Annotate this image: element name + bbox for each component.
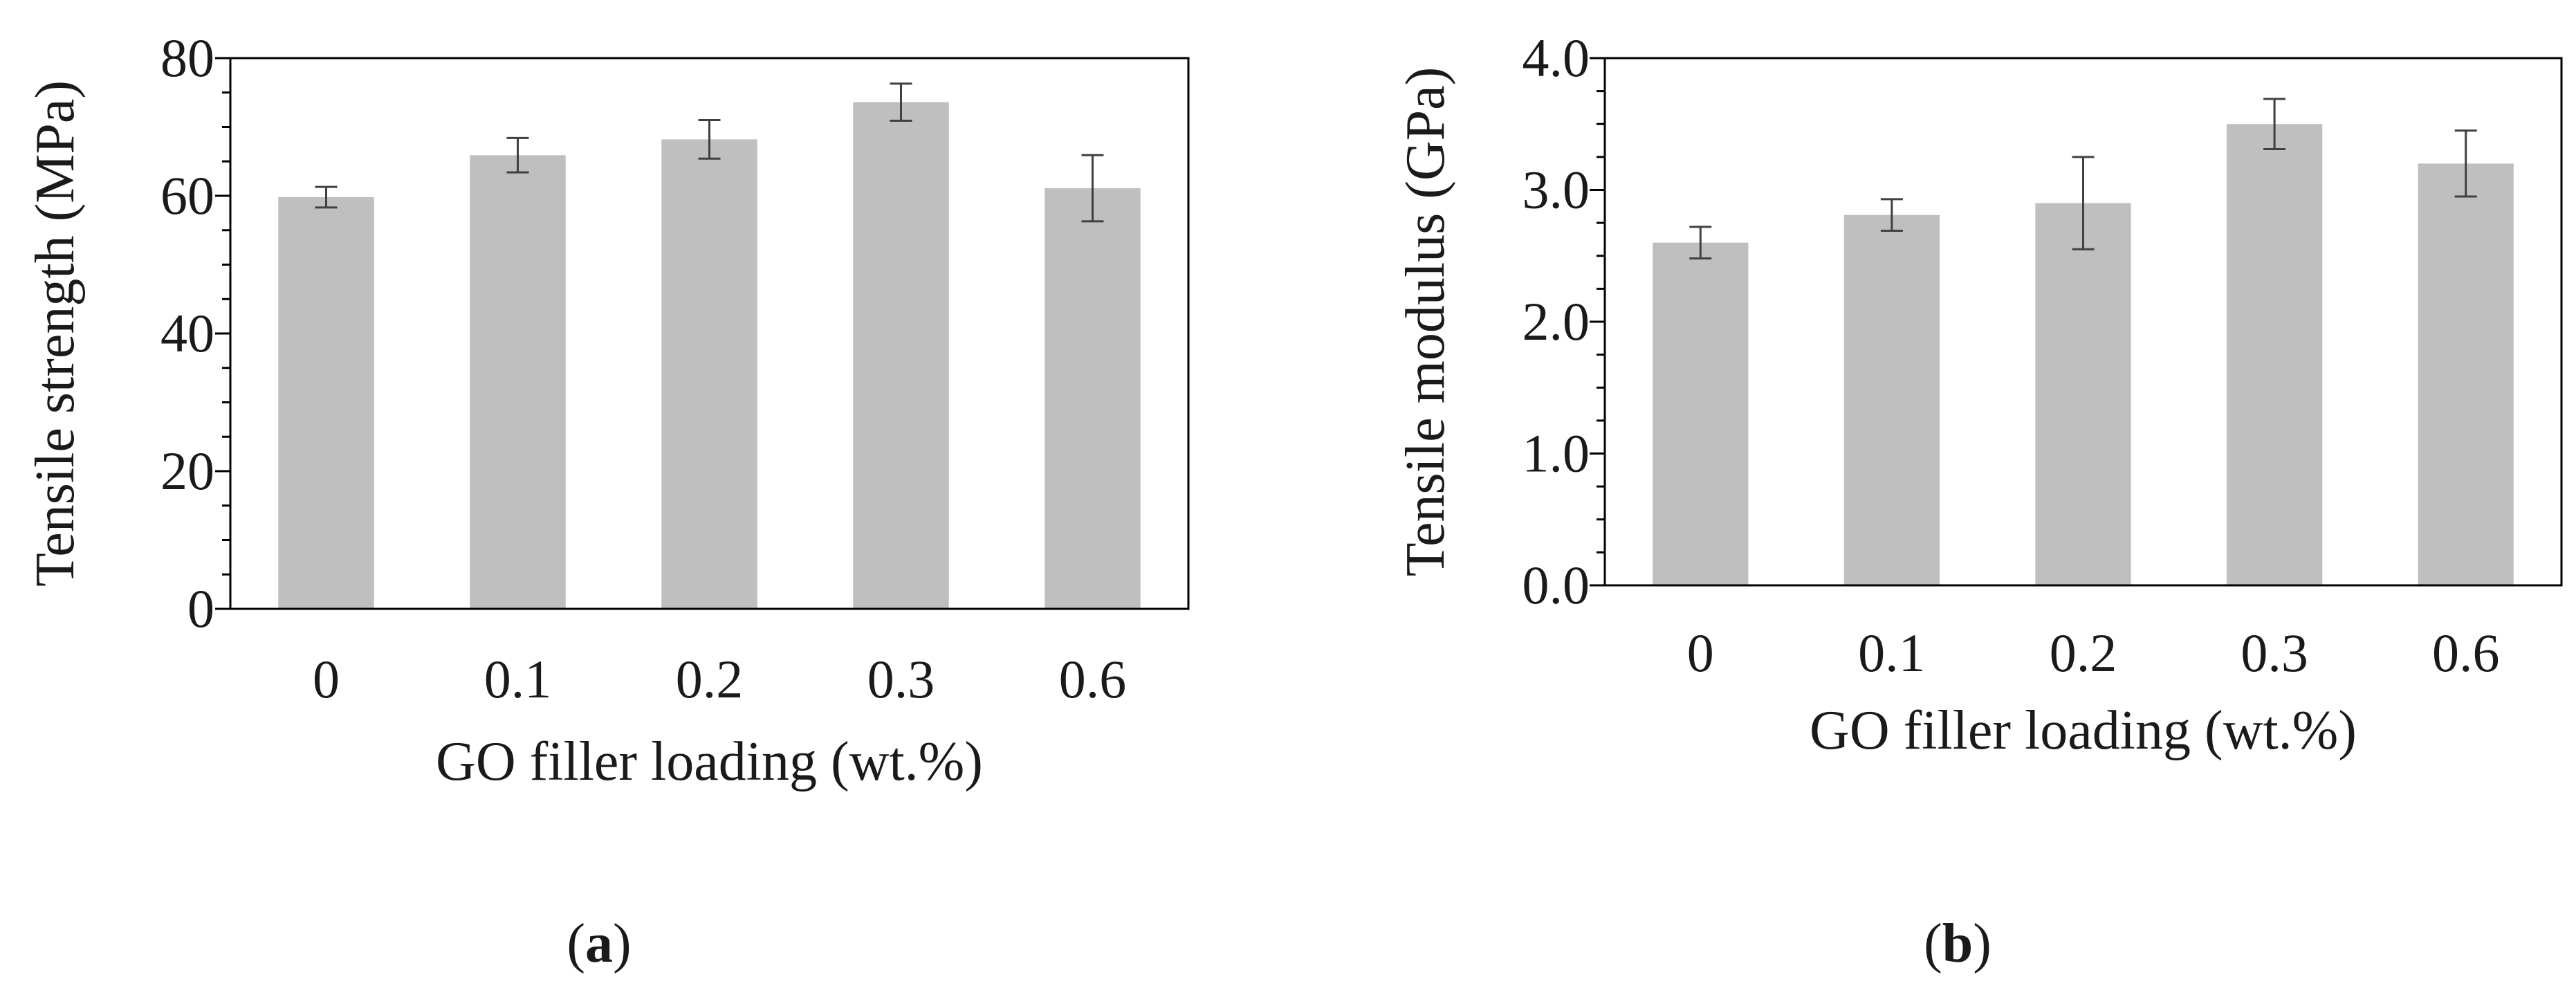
x-tick-label-b-4: 0.6: [2432, 623, 2500, 683]
error-bar-b-1: [1880, 198, 1903, 232]
bar-b-3: [2226, 124, 2323, 585]
y-tick-label-b-4: 4.0: [1522, 28, 1590, 88]
error-bar-b-0: [1689, 226, 1712, 260]
error-bars-a: [315, 82, 1104, 223]
x-tick-label-a-0: 0: [313, 649, 340, 709]
x-axis-title-a: GO filler loading (wt.%): [436, 731, 983, 792]
y-tick-labels-a: 0 20 40 60 80: [160, 28, 214, 639]
bar-b-1: [1843, 214, 1940, 585]
x-tick-label-a-1: 0.1: [484, 649, 552, 709]
x-tick-label-b-0: 0: [1687, 623, 1714, 683]
y-axis-title-a: Tensile strength (MPa): [25, 80, 86, 587]
bar-b-0: [1653, 242, 1749, 585]
panel-caption-a: (a): [567, 913, 631, 974]
x-tick-labels-a: 0 0.1 0.2 0.3 0.6: [313, 649, 1126, 709]
y-ticks-a: [215, 57, 230, 610]
chart-panel-b: 0.0 1.0 2.0 3.0 4.0 0 0.1 0.2 0.3 0.6 GO filler …: [1395, 28, 2563, 974]
y-tick-label-b-0: 0.0: [1522, 555, 1590, 615]
error-bar-b-4: [2454, 129, 2477, 198]
y-tick-label-a-0: 0: [187, 578, 214, 639]
panel-label-a: a: [585, 913, 613, 974]
panel-caption-b: (b): [1924, 913, 1991, 974]
y-ticks-b: [1590, 57, 1605, 587]
bar-a-3: [853, 102, 949, 609]
y-tick-label-a-2: 40: [160, 303, 214, 363]
y-tick-label-b-1: 1.0: [1522, 423, 1590, 484]
y-tick-label-b-3: 3.0: [1522, 160, 1590, 220]
bar-b-2: [2035, 203, 2131, 585]
error-bars-b: [1689, 98, 2477, 260]
error-bar-a-3: [890, 82, 912, 122]
x-tick-label-b-1: 0.1: [1858, 623, 1926, 683]
bars-b: [1653, 124, 2514, 585]
y-tick-label-b-2: 2.0: [1522, 291, 1590, 351]
error-bar-a-2: [698, 119, 721, 160]
x-tick-label-b-3: 0.3: [2241, 623, 2308, 683]
x-tick-labels-b: 0 0.1 0.2 0.3 0.6: [1687, 623, 2500, 683]
y-tick-label-a-4: 80: [160, 28, 214, 88]
bars-a: [278, 102, 1141, 610]
y-tick-label-a-3: 60: [160, 165, 214, 226]
x-tick-label-a-2: 0.2: [676, 649, 744, 709]
y-tick-labels-b: 0.0 1.0 2.0 3.0 4.0: [1522, 28, 1590, 615]
y-tick-label-a-1: 20: [160, 441, 214, 501]
bar-a-4: [1045, 188, 1141, 609]
bar-a-1: [470, 155, 566, 610]
chart-panel-a: 0 20 40 60 80 0 0.1 0.2 0.3 0.6 GO filler loadin…: [25, 28, 1190, 974]
panel-label-b: b: [1942, 913, 1974, 974]
error-bar-b-2: [2072, 156, 2095, 250]
x-tick-label-a-4: 0.6: [1059, 649, 1127, 709]
error-bar-a-4: [1081, 154, 1104, 223]
y-axis-title-b: Tensile modulus (GPa): [1395, 67, 1456, 577]
x-tick-label-b-2: 0.2: [2050, 623, 2117, 683]
x-tick-label-a-3: 0.3: [867, 649, 935, 709]
bar-a-0: [278, 196, 374, 609]
error-bar-a-1: [506, 136, 529, 174]
x-axis-title-b: GO filler loading (wt.%): [1810, 700, 2357, 761]
error-bar-b-3: [2263, 98, 2286, 150]
bar-a-2: [661, 139, 757, 609]
error-bar-a-0: [315, 185, 338, 209]
bar-b-4: [2418, 163, 2514, 585]
